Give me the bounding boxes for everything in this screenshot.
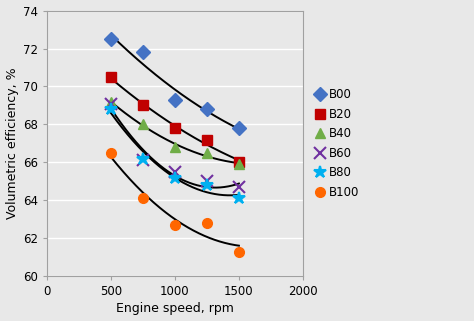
Line: B80: B80 — [105, 103, 245, 205]
B00 — [204, 107, 210, 111]
B40 — [108, 100, 114, 104]
Line: B100: B100 — [106, 148, 244, 256]
X-axis label: Engine speed, rpm: Engine speed, rpm — [116, 302, 234, 316]
B20 — [140, 103, 146, 107]
Line: B40: B40 — [106, 97, 244, 169]
B20 — [204, 138, 210, 142]
B00 — [140, 50, 146, 54]
Legend: B00, B20, B40, B60, B80, B100: B00, B20, B40, B60, B80, B100 — [311, 85, 363, 202]
B60 — [140, 159, 146, 162]
B40 — [204, 151, 210, 155]
B40 — [140, 123, 146, 126]
Line: B00: B00 — [106, 34, 244, 133]
B40 — [236, 162, 242, 166]
B20 — [236, 160, 242, 164]
B100 — [204, 221, 210, 225]
B00 — [236, 126, 242, 130]
Line: B20: B20 — [106, 72, 244, 167]
B60 — [172, 170, 178, 174]
B00 — [172, 98, 178, 102]
B20 — [108, 75, 114, 79]
B60 — [236, 185, 242, 189]
B100 — [108, 151, 114, 155]
B80 — [172, 176, 178, 179]
B80 — [236, 196, 242, 200]
B100 — [172, 223, 178, 227]
B80 — [204, 183, 210, 187]
B40 — [172, 145, 178, 149]
B60 — [204, 179, 210, 183]
B00 — [108, 37, 114, 41]
B60 — [108, 102, 114, 106]
Y-axis label: Volumetric efficiency, %: Volumetric efficiency, % — [6, 68, 18, 219]
B100 — [236, 250, 242, 254]
B80 — [108, 107, 114, 111]
Line: B60: B60 — [105, 97, 245, 193]
B20 — [172, 126, 178, 130]
B100 — [140, 196, 146, 200]
B80 — [140, 157, 146, 160]
